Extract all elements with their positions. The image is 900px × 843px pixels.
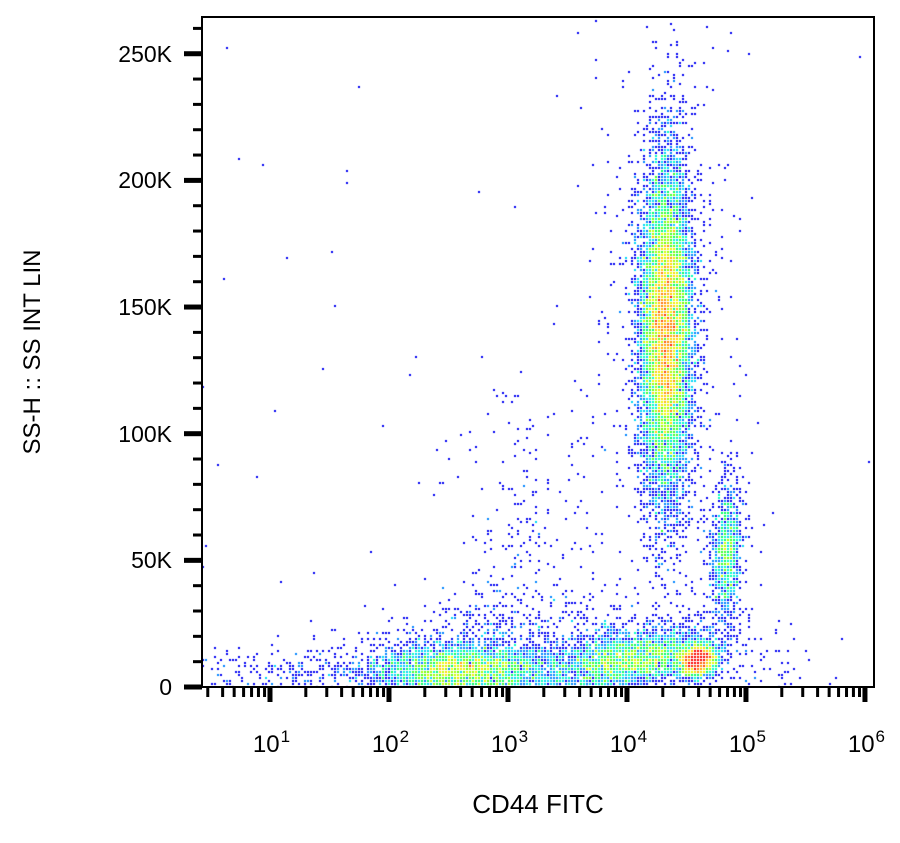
x-axis-minor-tick <box>827 688 831 697</box>
x-axis-title: CD44 FITC <box>472 789 604 819</box>
x-axis-minor-tick <box>578 688 582 697</box>
y-tick-label: 0 <box>159 674 172 700</box>
x-axis-minor-tick <box>470 688 474 697</box>
x-axis-minor-tick <box>351 688 355 697</box>
x-axis-minor-tick <box>304 688 308 697</box>
y-axis-major-tick <box>184 684 202 690</box>
x-axis-minor-tick <box>325 688 329 697</box>
x-axis-minor-tick <box>780 688 784 697</box>
x-axis-minor-tick <box>620 688 624 697</box>
x-axis-major-tick <box>267 688 273 702</box>
x-axis-minor-tick <box>340 688 344 697</box>
y-axis-minor-tick <box>193 508 202 512</box>
y-axis-major-tick <box>184 557 202 563</box>
x-axis-minor-tick <box>726 688 730 697</box>
y-axis-minor-tick <box>193 77 202 81</box>
x-axis-major-tick <box>624 688 630 702</box>
x-tick-label: 103 <box>490 727 529 758</box>
x-axis-minor-tick <box>563 688 567 697</box>
x-axis-minor-tick <box>375 688 379 697</box>
x-axis-minor-tick <box>382 688 386 697</box>
x-tick-label: 104 <box>609 727 648 758</box>
x-axis-minor-tick <box>697 688 701 697</box>
y-axis-major-tick <box>184 304 202 310</box>
x-axis-major-tick <box>505 688 511 702</box>
x-tick-label: 105 <box>728 727 767 758</box>
y-axis-minor-tick <box>193 634 202 638</box>
x-axis-minor-tick <box>739 688 743 697</box>
y-axis-major-tick <box>184 51 202 57</box>
x-axis-minor-tick <box>851 688 855 697</box>
y-tick-label: 250K <box>118 40 172 67</box>
x-axis-minor-tick <box>242 688 246 697</box>
y-axis-minor-tick <box>193 584 202 588</box>
x-axis-minor-tick <box>501 688 505 697</box>
x-axis-minor-tick <box>480 688 484 697</box>
x-axis-minor-tick <box>488 688 492 697</box>
x-axis-minor-tick <box>613 688 617 697</box>
y-axis-title: SS-H :: SS INT LIN <box>19 249 46 455</box>
x-axis-minor-tick <box>221 688 225 697</box>
x-axis-major-tick <box>386 688 392 702</box>
y-axis-minor-tick <box>193 406 202 410</box>
x-axis-minor-tick <box>459 688 463 697</box>
x-axis-minor-tick <box>256 688 260 697</box>
y-axis-minor-tick <box>193 254 202 258</box>
y-axis-minor-tick <box>193 609 202 613</box>
y-tick-label: 50K <box>131 547 172 574</box>
x-axis-minor-tick <box>816 688 820 697</box>
x-axis-minor-tick <box>607 688 611 697</box>
y-axis-major-tick <box>184 431 202 437</box>
y-axis-minor-tick <box>193 482 202 486</box>
y-tick-label: 100K <box>118 420 172 447</box>
x-axis-minor-tick <box>361 688 365 697</box>
y-axis-minor-tick <box>193 381 202 385</box>
x-axis-major-tick <box>862 688 868 702</box>
y-axis-minor-tick <box>193 660 202 664</box>
x-axis-major-tick <box>743 688 749 702</box>
x-axis-minor-tick <box>732 688 736 697</box>
x-axis-minor-tick <box>845 688 849 697</box>
x-axis-minor-tick <box>708 688 712 697</box>
y-axis-minor-tick <box>193 204 202 208</box>
y-tick-label: 200K <box>118 167 172 194</box>
y-axis-minor-tick <box>193 229 202 233</box>
x-axis-minor-tick <box>250 688 254 697</box>
y-axis-minor-tick <box>193 356 202 360</box>
y-axis-minor-tick <box>193 102 202 106</box>
x-axis-minor-tick <box>263 688 267 697</box>
y-tick-label: 150K <box>118 294 172 321</box>
x-axis-minor-tick <box>661 688 665 697</box>
x-tick-label: 101 <box>252 727 291 758</box>
x-axis-minor-tick <box>494 688 498 697</box>
x-axis-minor-tick <box>837 688 841 697</box>
y-axis-major-tick <box>184 177 202 183</box>
x-axis-minor-tick <box>423 688 427 697</box>
x-axis-minor-tick <box>369 688 373 697</box>
scatter-density-canvas <box>202 17 874 687</box>
x-axis-minor-tick <box>444 688 448 697</box>
y-axis-minor-tick <box>193 153 202 157</box>
y-axis-minor-tick <box>193 128 202 132</box>
x-axis-minor-tick <box>542 688 546 697</box>
y-axis-minor-tick <box>193 457 202 461</box>
x-axis-minor-tick <box>232 688 236 697</box>
y-axis-minor-tick <box>193 280 202 284</box>
y-axis-minor-tick <box>193 533 202 537</box>
y-axis-minor-tick <box>193 26 202 30</box>
x-axis-minor-tick <box>599 688 603 697</box>
x-tick-label: 106 <box>847 727 886 758</box>
x-axis-minor-tick <box>206 688 210 697</box>
x-axis-minor-tick <box>589 688 593 697</box>
x-tick-label: 102 <box>371 727 410 758</box>
x-axis-minor-tick <box>801 688 805 697</box>
y-axis-minor-tick <box>193 330 202 334</box>
x-axis-minor-tick <box>718 688 722 697</box>
x-axis-minor-tick <box>682 688 686 697</box>
x-axis-minor-tick <box>858 688 862 697</box>
